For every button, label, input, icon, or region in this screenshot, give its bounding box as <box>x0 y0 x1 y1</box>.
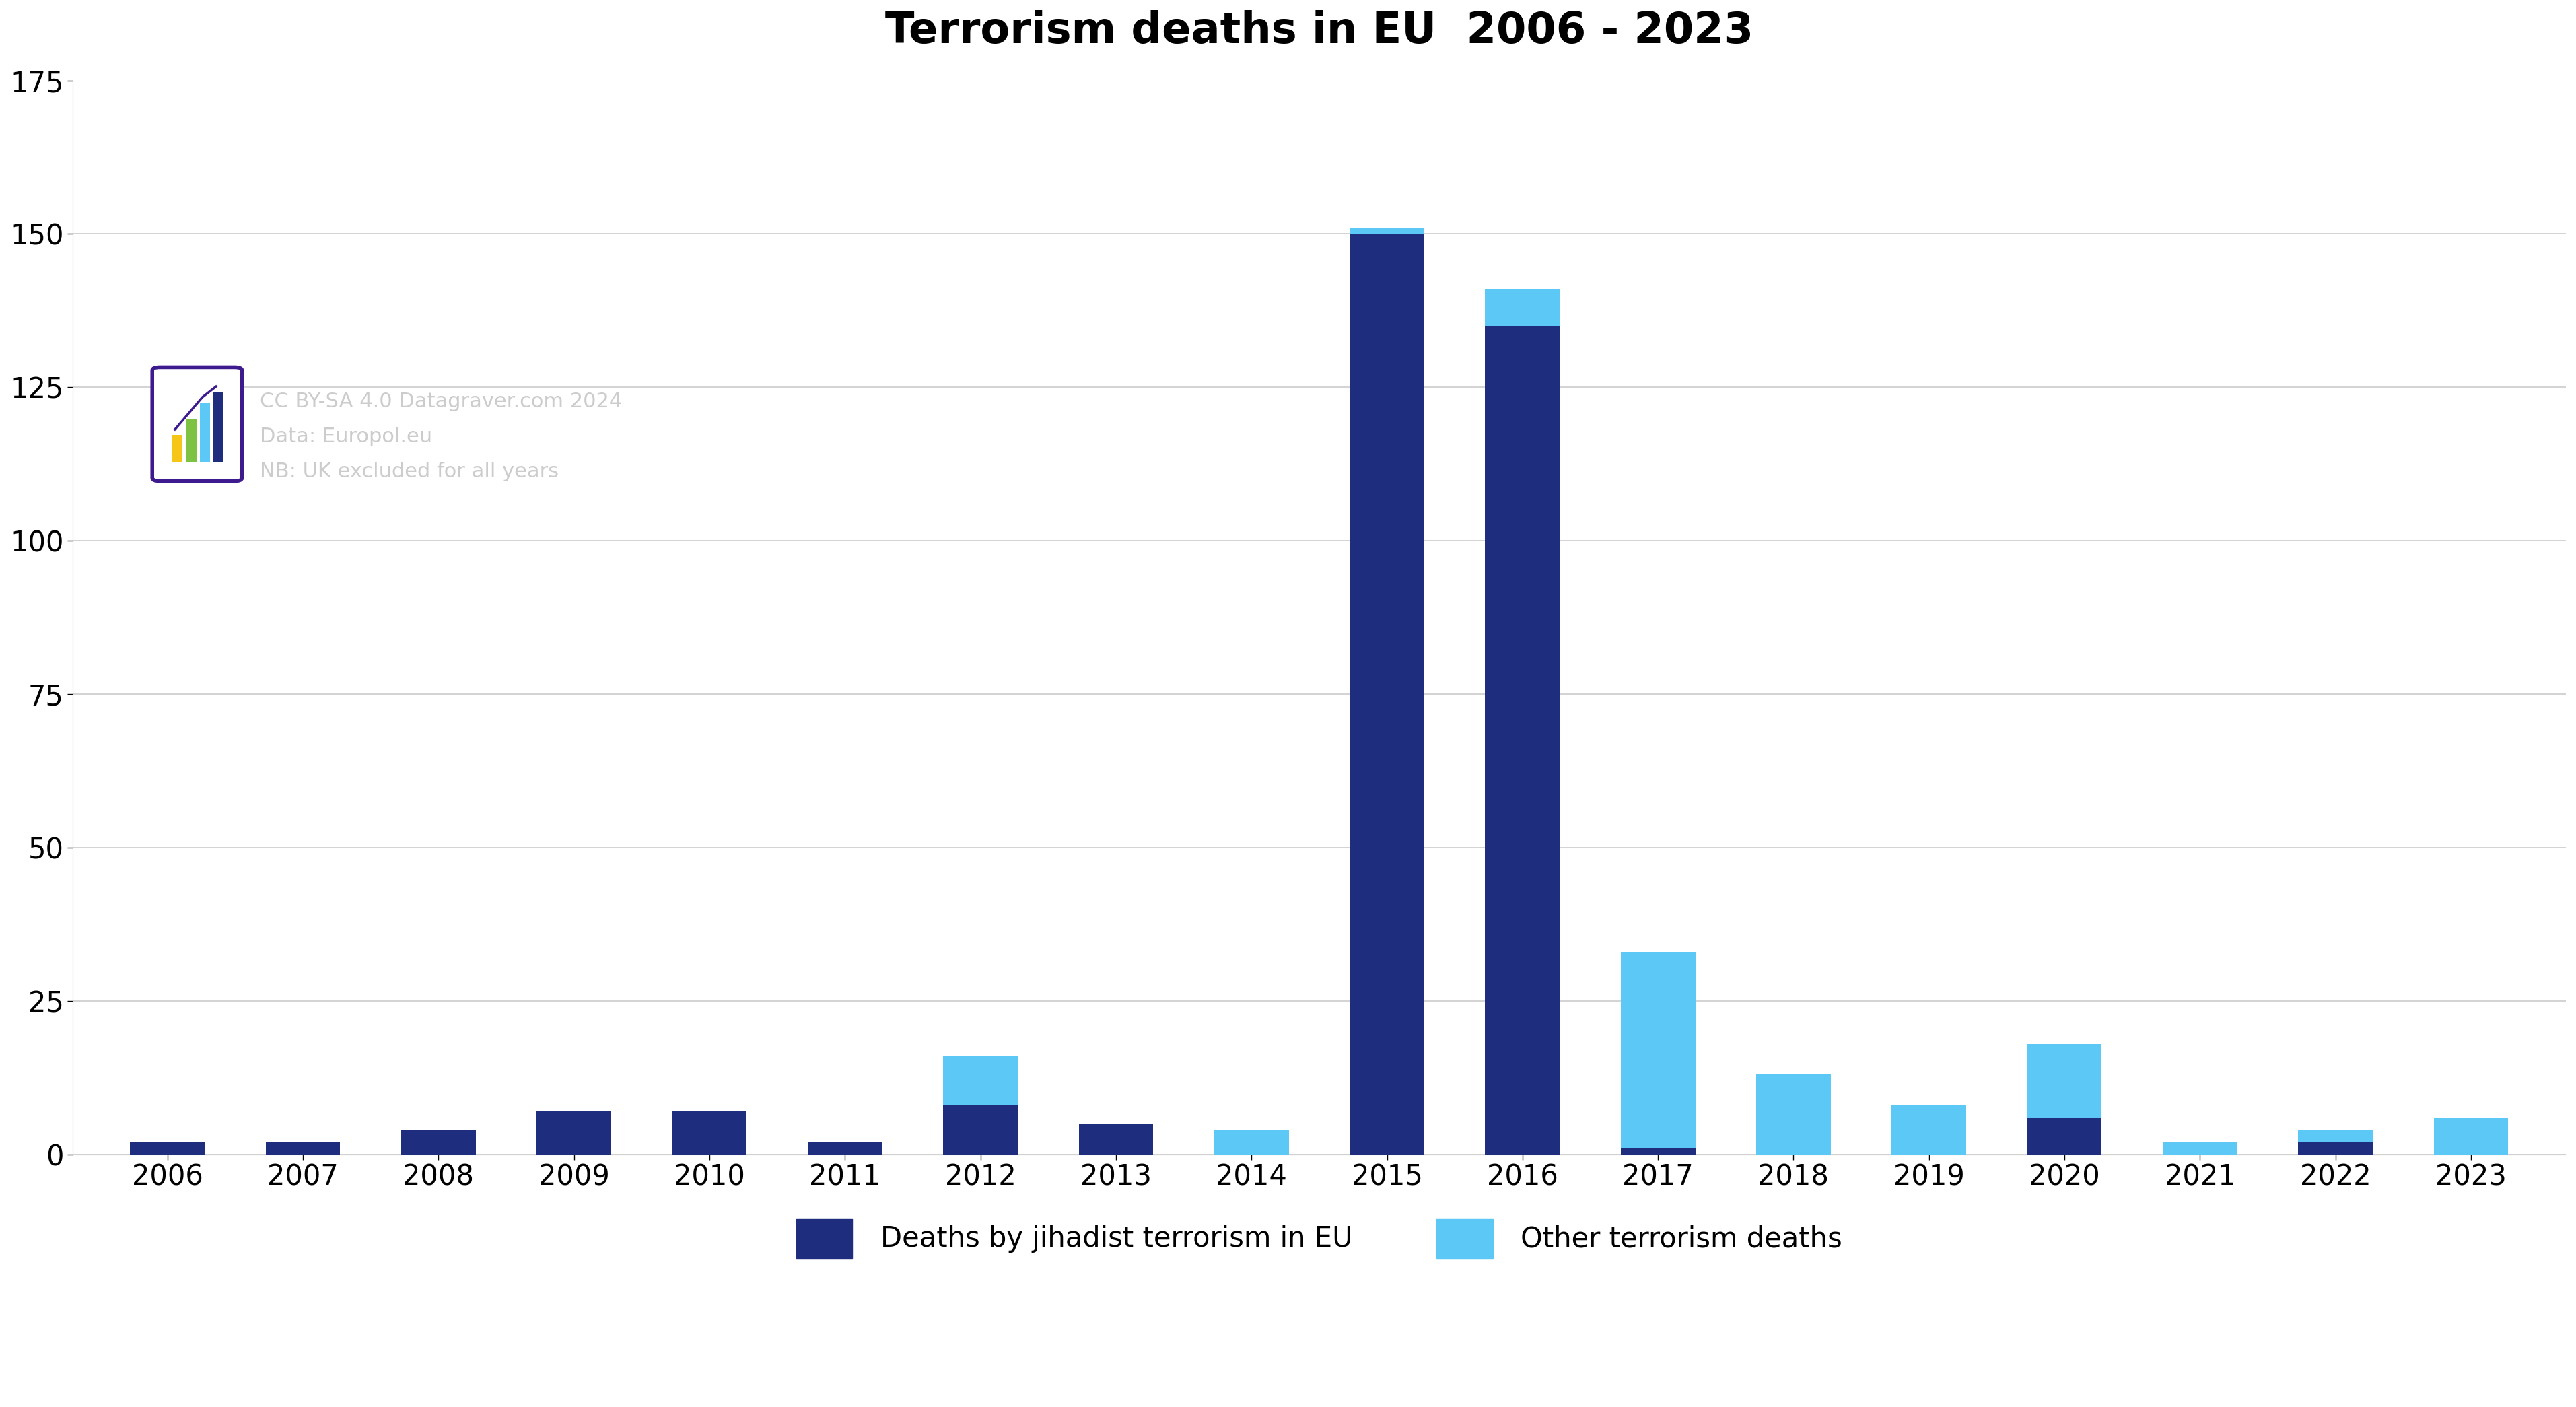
Bar <box>185 419 196 461</box>
Bar <box>672 1112 747 1154</box>
Bar <box>1213 1130 1288 1154</box>
Bar <box>943 1057 1018 1106</box>
Bar <box>2164 1142 2239 1154</box>
Text: CC BY-SA 4.0 Datagraver.com 2024
Data: Europol.eu
NB: UK excluded for all years: CC BY-SA 4.0 Datagraver.com 2024 Data: E… <box>260 393 621 481</box>
Bar <box>2027 1044 2102 1117</box>
Bar <box>809 1142 881 1154</box>
Title: Terrorism deaths in EU  2006 - 2023: Terrorism deaths in EU 2006 - 2023 <box>886 10 1754 52</box>
Bar <box>214 393 224 461</box>
Bar <box>1620 1148 1695 1154</box>
Bar <box>2298 1142 2372 1154</box>
Bar <box>265 1142 340 1154</box>
Bar <box>536 1112 611 1154</box>
Bar <box>1350 228 1425 234</box>
Bar <box>402 1130 477 1154</box>
Bar <box>1350 234 1425 1154</box>
Bar <box>1620 951 1695 1148</box>
Legend: Deaths by jihadist terrorism in EU, Other terrorism deaths: Deaths by jihadist terrorism in EU, Othe… <box>786 1207 1855 1269</box>
Bar <box>2434 1117 2509 1154</box>
Bar <box>173 435 183 461</box>
Bar <box>1079 1124 1154 1154</box>
Bar <box>201 402 209 461</box>
Bar <box>129 1142 204 1154</box>
Bar <box>1757 1075 1832 1154</box>
Bar <box>2027 1117 2102 1154</box>
Bar <box>1486 326 1558 1154</box>
FancyBboxPatch shape <box>152 367 242 481</box>
Bar <box>1891 1106 1965 1154</box>
Bar <box>1486 288 1558 326</box>
Bar <box>943 1106 1018 1154</box>
Bar <box>2298 1130 2372 1142</box>
